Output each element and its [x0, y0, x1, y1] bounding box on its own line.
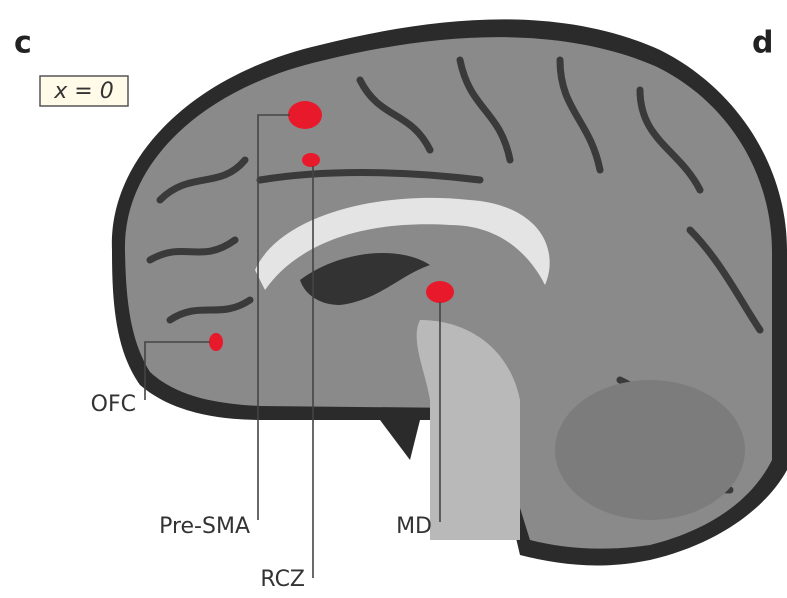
- region-label: Pre-SMA: [159, 514, 250, 539]
- region-label: OFC: [91, 392, 136, 417]
- panel-label: d: [752, 26, 773, 61]
- activation-blob: [426, 281, 454, 303]
- activation-blob: [209, 333, 223, 351]
- coordinate-label: x = 0: [53, 79, 113, 104]
- region-label: MD: [396, 514, 432, 539]
- region-label: RCZ: [260, 567, 305, 592]
- activation-blob: [302, 153, 320, 167]
- figure: x = 0 c d Pre-SMA RCZ OFC MD: [0, 0, 787, 598]
- activation-blob: [288, 101, 322, 129]
- panel-label: c: [14, 26, 32, 61]
